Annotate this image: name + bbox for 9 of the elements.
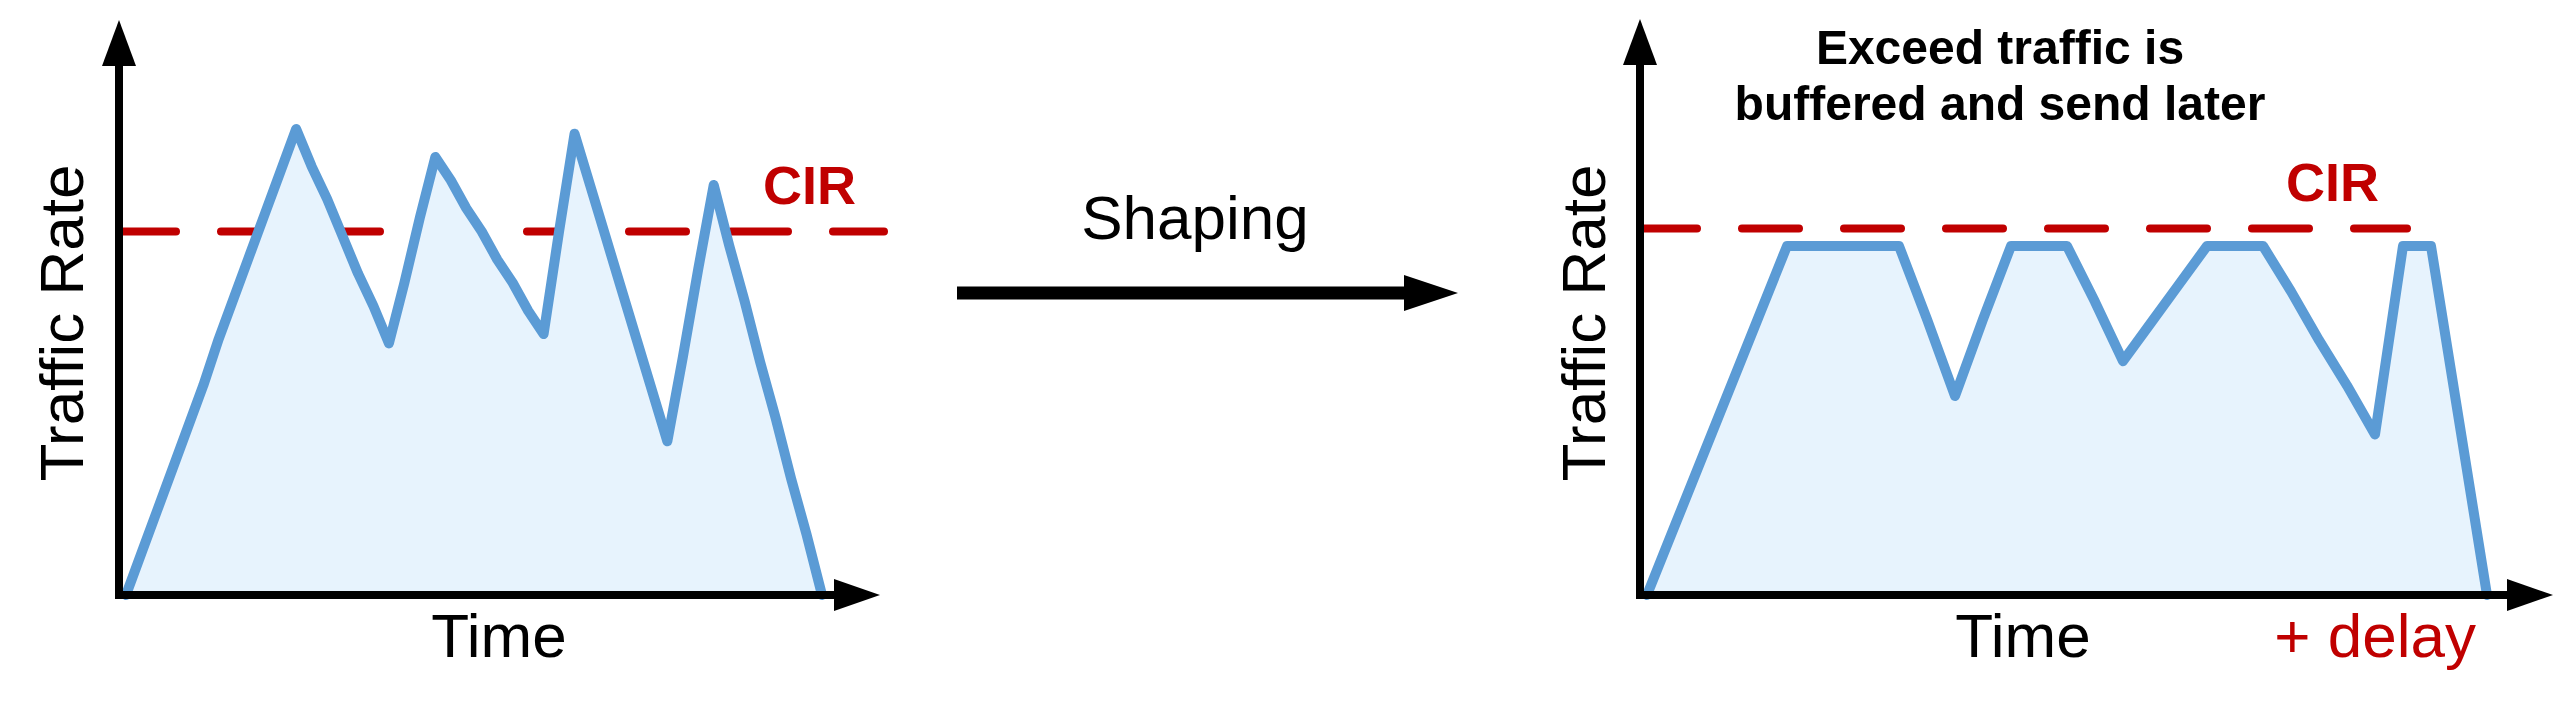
ref-line-label: CIR xyxy=(2286,151,2379,212)
x-axis-title: Time xyxy=(1955,601,2091,670)
chart-title: Exceed traffic is buffered and send later xyxy=(1734,21,2266,130)
ref-line-label: CIR xyxy=(763,154,856,215)
y-axis-title: Traffic Rate xyxy=(27,164,96,482)
x-axis-title: Time xyxy=(431,601,567,670)
y-axis-title: Traffic Rate xyxy=(1549,164,1618,482)
text: Shaping xyxy=(1081,183,1309,252)
text: + delay xyxy=(2274,601,2476,670)
